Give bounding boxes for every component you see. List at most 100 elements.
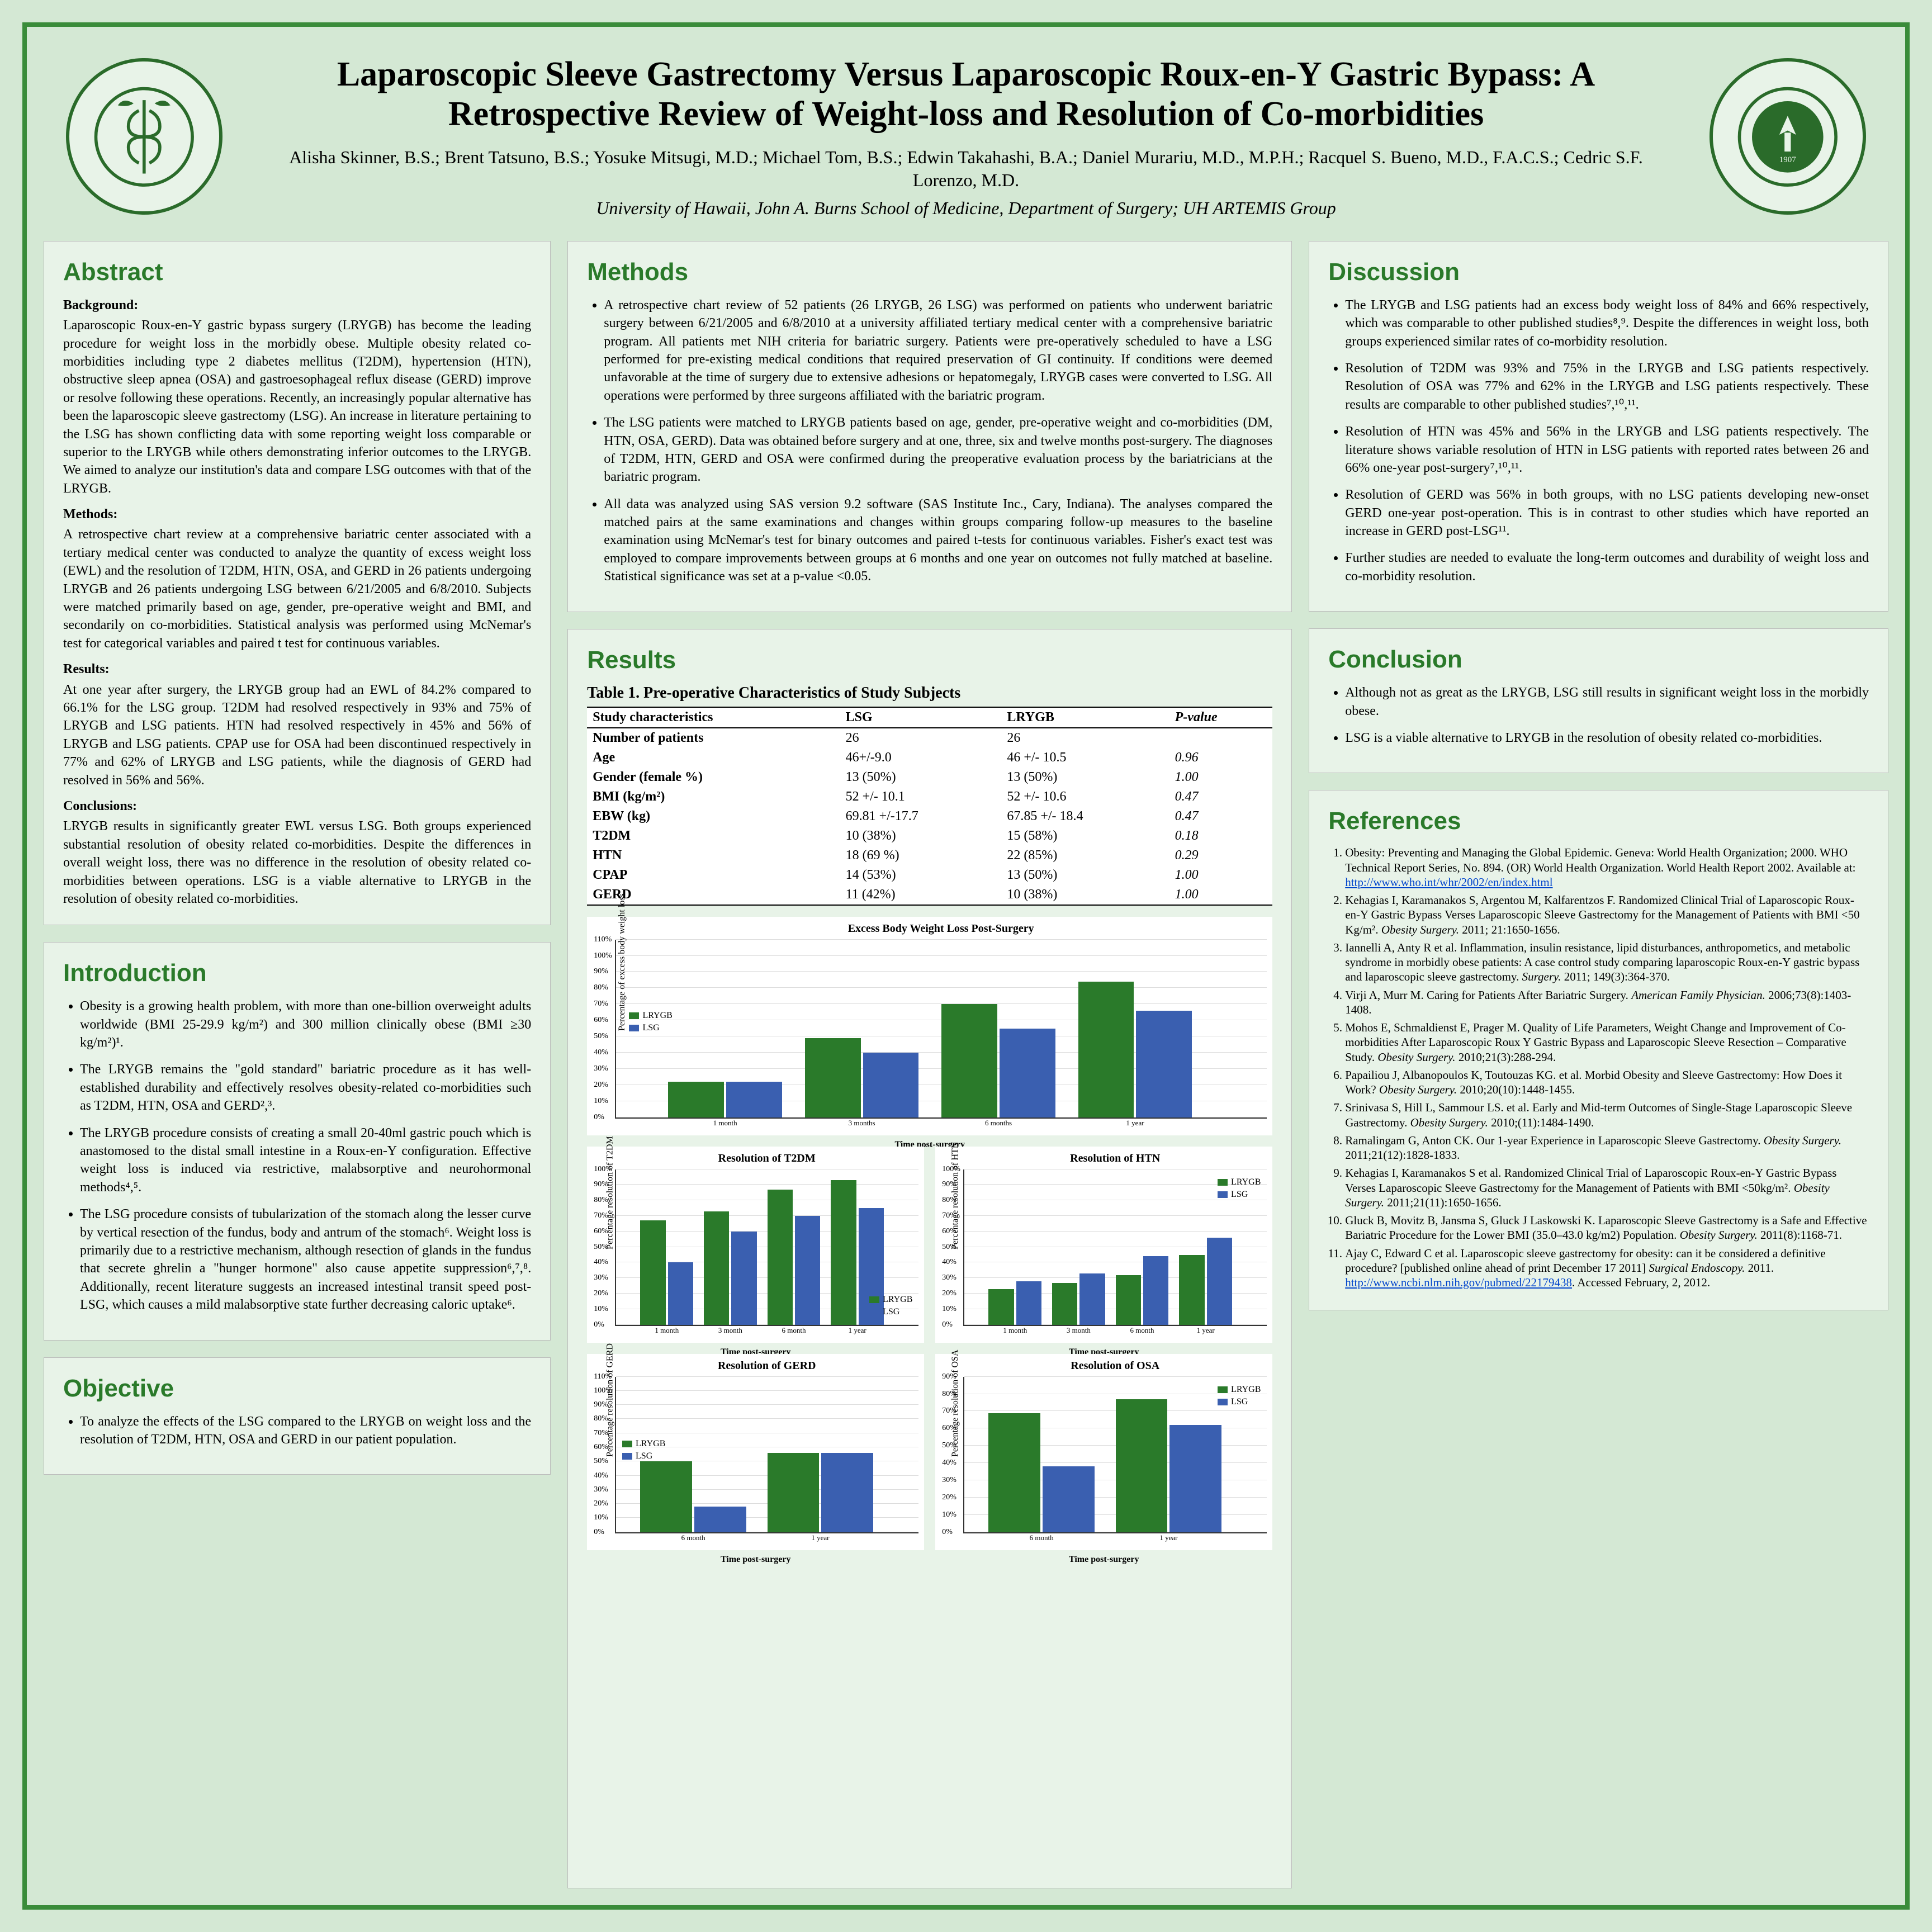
column-left: Abstract Background: Laparoscopic Roux-e…: [44, 241, 551, 1888]
discussion-heading: Discussion: [1328, 258, 1869, 286]
bar-lrygb: [668, 1082, 724, 1117]
bar-group: [668, 940, 782, 1117]
references-box: References Obesity: Preventing and Manag…: [1309, 790, 1888, 1310]
title-block: Laparoscopic Sleeve Gastrectomy Versus L…: [256, 55, 1676, 219]
results-heading: Results: [587, 646, 1272, 674]
y-tick: 40%: [594, 1258, 608, 1267]
chart-title: Resolution of T2DM: [615, 1152, 918, 1165]
list-item: Papailiou J, Albanopoulos K, Toutouzas K…: [1345, 1068, 1869, 1097]
legend-item: LSG: [869, 1307, 912, 1317]
chart-area: 0%10%20%30%40%50%60%70%80%90%100%110%1 m…: [615, 940, 1267, 1119]
table-cell: 52 +/- 10.1: [840, 787, 1002, 807]
y-tick: 10%: [594, 1513, 608, 1522]
table-cell: HTN: [587, 846, 840, 865]
bar-group: [1116, 1169, 1169, 1325]
bar-lsg: [1207, 1238, 1232, 1325]
table-cell: 18 (69 %): [840, 846, 1002, 865]
y-tick: 0%: [942, 1320, 953, 1329]
x-tick: 6 month: [1030, 1533, 1054, 1542]
table-row: EBW (kg)69.81 +/-17.767.85 +/- 18.40.47: [587, 807, 1272, 826]
legend-label: LRYGB: [1231, 1177, 1261, 1187]
chart-ylabel: Percentage resolution of OSA: [950, 1350, 960, 1457]
legend-item: LRYGB: [622, 1439, 665, 1449]
columns: Abstract Background: Laparoscopic Roux-e…: [44, 241, 1888, 1888]
chart-ylabel: Percentage resolution of HTN: [950, 1142, 960, 1249]
table-cell: 1.00: [1169, 885, 1273, 905]
table-cell: BMI (kg/m²): [587, 787, 840, 807]
table-row: T2DM10 (38%)15 (58%)0.18: [587, 826, 1272, 846]
x-tick: 1 year: [849, 1326, 866, 1335]
y-tick: 20%: [594, 1081, 608, 1090]
conclusion-box: Conclusion Although not as great as the …: [1309, 628, 1888, 773]
chart-title: Resolution of GERD: [615, 1360, 918, 1372]
bar-group: [1052, 1169, 1105, 1325]
bar-group: [768, 1377, 873, 1532]
chart-title: Excess Body Weight Loss Post-Surgery: [615, 922, 1267, 935]
poster-title: Laparoscopic Sleeve Gastrectomy Versus L…: [256, 55, 1676, 135]
table-cell: 0.47: [1169, 787, 1273, 807]
table-cell: 0.47: [1169, 807, 1273, 826]
bar-lrygb: [1078, 982, 1134, 1117]
bar-lsg: [1000, 1029, 1055, 1117]
y-tick: 30%: [942, 1476, 956, 1485]
table-cell: EBW (kg): [587, 807, 840, 826]
results-box: Results Table 1. Pre-operative Character…: [567, 629, 1292, 1888]
affiliation: University of Hawaii, John A. Burns Scho…: [256, 198, 1676, 219]
legend-item: LSG: [629, 1023, 672, 1033]
table-cell: T2DM: [587, 826, 840, 846]
table-row: Gender (female %)13 (50%)13 (50%)1.00: [587, 768, 1272, 787]
table-cell: 15 (58%): [1001, 826, 1169, 846]
chart-legend: LRYGB LSG: [622, 1439, 665, 1461]
x-tick: 6 month: [681, 1533, 705, 1542]
table-row: CPAP14 (53%)13 (50%)1.00: [587, 865, 1272, 885]
bar-lrygb: [768, 1453, 820, 1532]
bar-group: [704, 1169, 757, 1325]
list-item: Srinivasa S, Hill L, Sammour LS. et al. …: [1345, 1100, 1869, 1130]
y-tick: 100%: [594, 951, 612, 960]
y-tick: 50%: [594, 1457, 608, 1466]
chart-area: 0%10%20%30%40%50%60%70%80%90%6 month1 ye…: [963, 1377, 1267, 1533]
legend-item: LSG: [1218, 1190, 1261, 1200]
table-cell: 10 (38%): [1001, 885, 1169, 905]
bar-lsg: [821, 1453, 873, 1532]
x-tick: 1 year: [1159, 1533, 1177, 1542]
abstract-background-h: Background:: [63, 296, 531, 314]
list-item: The LRYGB remains the "gold standard" ba…: [80, 1060, 531, 1115]
bar-lrygb: [640, 1220, 665, 1324]
chart-ylabel: Percentage resolution of GERD: [605, 1343, 615, 1457]
objective-list: To analyze the effects of the LSG compar…: [63, 1413, 531, 1449]
table-row: GERD11 (42%)10 (38%)1.00: [587, 885, 1272, 905]
table-cell: 13 (50%): [1001, 768, 1169, 787]
abstract-results-h: Results:: [63, 660, 531, 678]
table-cell: [1169, 728, 1273, 748]
authors: Alisha Skinner, B.S.; Brent Tatsuno, B.S…: [256, 146, 1676, 192]
table-cell: Number of patients: [587, 728, 840, 748]
table-cell: 0.29: [1169, 846, 1273, 865]
table-cell: 69.81 +/-17.7: [840, 807, 1002, 826]
bar-group: [988, 1169, 1041, 1325]
list-item: Iannelli A, Anty R et al. Inflammation, …: [1345, 940, 1869, 984]
chart-t2dm: Resolution of T2DM 0%10%20%30%40%50%60%7…: [587, 1147, 924, 1343]
introduction-list: Obesity is a growing health problem, wit…: [63, 997, 531, 1314]
bar-lrygb: [831, 1180, 856, 1325]
legend-label: LRYGB: [642, 1011, 672, 1021]
bar-lrygb: [805, 1038, 861, 1117]
conclusion-list: Although not as great as the LRYGB, LSG …: [1328, 684, 1869, 747]
legend-label: LRYGB: [883, 1295, 912, 1305]
objective-box: Objective To analyze the effects of the …: [44, 1357, 551, 1475]
bar-group: [988, 1377, 1094, 1532]
bar-lrygb: [988, 1289, 1014, 1325]
list-item: Obesity: Preventing and Managing the Glo…: [1345, 845, 1869, 889]
bar-lrygb: [941, 1004, 997, 1117]
legend-item: LSG: [1218, 1397, 1261, 1407]
table-cell: 0.18: [1169, 826, 1273, 846]
introduction-box: Introduction Obesity is a growing health…: [44, 942, 551, 1340]
chart-legend: LRYGB LSG: [1218, 1177, 1261, 1200]
chart-title: Resolution of OSA: [963, 1360, 1267, 1372]
bar-lrygb: [1116, 1399, 1168, 1532]
y-tick: 60%: [594, 1016, 608, 1025]
y-tick: 80%: [594, 983, 608, 992]
x-tick: 1 month: [655, 1326, 679, 1335]
introduction-heading: Introduction: [63, 959, 531, 987]
y-tick: 0%: [594, 1113, 604, 1122]
